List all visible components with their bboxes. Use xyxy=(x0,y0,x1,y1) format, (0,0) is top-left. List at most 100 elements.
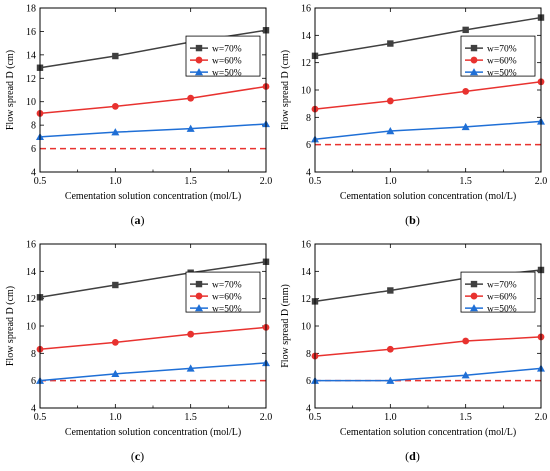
chart-b-point-1-2 xyxy=(462,87,470,95)
chart-c-xtick-label: 1.5 xyxy=(184,412,197,423)
chart-b-legend-marker-1 xyxy=(470,56,478,64)
chart-b-point-0-1 xyxy=(387,40,394,47)
chart-b-svg: Flow spread D (cm) 4 6 8 10 12 14 16 0.5 1.0 1.5 2.… xyxy=(280,4,548,203)
chart-a-ytick-label: 12 xyxy=(26,74,36,85)
chart-c-series-line-1 xyxy=(39,326,267,350)
chart-panel-c: Flow spread D (cm) 4 6 8 10 12 14 16 0.5 1.0 1.5 2.… xyxy=(0,236,275,471)
chart-c-point-1-2 xyxy=(187,330,195,338)
chart-d-ytick-label: 6 xyxy=(306,376,311,387)
chart-a-point-1-1 xyxy=(111,103,119,110)
chart-c-ytick-label: 8 xyxy=(31,349,36,360)
chart-d-legend-marker-2 xyxy=(470,304,478,312)
chart-panel-b: Flow spread D (cm) 4 6 8 10 12 14 16 0.5 1.0 1.5 2.… xyxy=(275,0,550,235)
chart-c-legend-label-2: w=50% xyxy=(212,305,242,315)
chart-d-point-2-1 xyxy=(386,376,395,384)
chart-b-point-1-1 xyxy=(386,97,394,105)
chart-c-ytick-label: 14 xyxy=(26,267,36,278)
chart-a-xtick-label: 1.5 xyxy=(184,176,197,187)
chart-a-ytick-label: 14 xyxy=(26,50,36,61)
chart-c-ylabel: Flow spread D (cm) xyxy=(5,286,16,366)
chart-a-point-0-1 xyxy=(112,52,119,60)
chart-c-point-2-1 xyxy=(111,369,120,378)
chart-b-legend-label-1: w=60% xyxy=(487,57,517,67)
chart-a-legend-label-0: w=70% xyxy=(212,45,242,55)
chart-b-ytick-label: 12 xyxy=(301,58,311,69)
chart-b-legend-label-2: w=50% xyxy=(487,69,517,79)
chart-a-ytick-label: 16 xyxy=(26,27,36,38)
chart-b-legend-label-0: w=70% xyxy=(487,45,517,55)
caption-d: (d) xyxy=(405,449,420,463)
chart-a-legend-marker-2 xyxy=(195,68,203,76)
chart-a-point-2-2 xyxy=(186,124,195,132)
chart-c-legend-marker-2 xyxy=(195,304,203,312)
chart-a-ytick-label: 4 xyxy=(31,168,36,179)
chart-d-xtick-label: 1.5 xyxy=(459,412,472,423)
chart-d-series-line-1 xyxy=(314,336,542,357)
chart-c-series-line-2 xyxy=(39,362,267,382)
chart-a-xtick-label: 2.0 xyxy=(260,176,273,187)
chart-d-xtick-label: 1.0 xyxy=(384,412,397,423)
chart-c-xtick-label: 2.0 xyxy=(260,412,273,423)
chart-d-series-line-2 xyxy=(315,367,542,382)
chart-b-ytick-label: 4 xyxy=(306,168,311,179)
chart-c-point-2-2 xyxy=(186,364,195,372)
chart-c-legend-marker-1 xyxy=(195,292,203,300)
chart-a-legend-label-1: w=60% xyxy=(212,57,242,67)
chart-d-point-2-2 xyxy=(461,371,470,379)
chart-c-legend-marker-0 xyxy=(195,280,203,288)
chart-a-legend-label-2: w=50% xyxy=(212,69,242,79)
chart-c-legend-label-0: w=70% xyxy=(212,281,242,291)
chart-b-ytick-label: 16 xyxy=(301,4,311,15)
chart-c-ytick-label: 12 xyxy=(26,294,36,305)
chart-a-xlabel: Cementation solution concentration (mol/… xyxy=(65,191,241,202)
chart-b-ytick-label: 10 xyxy=(301,86,311,97)
chart-c-xlabel: Cementation solution concentration (mol/… xyxy=(65,427,241,438)
chart-d-legend-box xyxy=(460,271,536,313)
chart-c-ytick-label: 4 xyxy=(31,404,36,415)
chart-b-ytick-label: 6 xyxy=(306,140,311,151)
chart-c-point-0-1 xyxy=(112,281,119,289)
chart-a-series-line-2 xyxy=(39,123,267,138)
chart-d-ytick-label: 10 xyxy=(301,322,311,333)
chart-d-plot-frame xyxy=(314,243,542,409)
caption-c-letter: c xyxy=(134,449,141,463)
chart-b-legend-marker-2 xyxy=(470,68,478,76)
chart-c-ytick-label: 16 xyxy=(26,240,36,251)
chart-b-plot-frame xyxy=(314,7,542,173)
chart-b-xlabel: Cementation solution concentration (mol/… xyxy=(340,191,516,202)
caption-d-letter: d xyxy=(409,449,416,463)
chart-c-xtick-label: 1.0 xyxy=(109,412,122,423)
caption-b: (b) xyxy=(405,213,420,227)
chart-b-series-line-1 xyxy=(314,81,542,110)
chart-a-xtick-label: 0.5 xyxy=(34,176,47,187)
chart-panel-a: Flow spread D (cm) 4 6 8 10 12 14 16 18 0.5 1.0 1.5… xyxy=(0,0,275,235)
chart-c-series-line-0 xyxy=(39,261,267,299)
chart-d-legend-marker-0 xyxy=(470,280,478,288)
chart-c-ytick-label: 6 xyxy=(31,376,36,387)
chart-b-xtick-label: 0.5 xyxy=(309,176,322,187)
chart-a-ytick-label: 18 xyxy=(26,4,36,15)
caption-b-letter: b xyxy=(409,213,416,227)
chart-a-point-1-2 xyxy=(187,94,195,102)
chart-d-ytick-label: 8 xyxy=(306,349,311,360)
chart-b-xtick-label: 2.0 xyxy=(535,176,548,187)
chart-a-point-2-1 xyxy=(111,128,120,136)
chart-a-ylabel: Flow spread D (cm) xyxy=(5,50,16,130)
caption-a-letter: a xyxy=(134,213,141,227)
chart-b-point-2-2 xyxy=(461,122,470,131)
chart-c-plot-frame xyxy=(39,243,267,409)
chart-a-ytick-label: 10 xyxy=(26,97,36,108)
chart-a-svg: Flow spread D (cm) 4 6 8 10 12 14 16 18 0.5 1.0 1.5… xyxy=(5,4,273,203)
chart-a-legend-marker-1 xyxy=(195,56,203,64)
chart-a-series-line-1 xyxy=(39,85,267,115)
caption-c: (c) xyxy=(130,449,145,463)
chart-d-point-0-1 xyxy=(387,287,394,294)
chart-b-legend-marker-0 xyxy=(470,44,478,52)
chart-d-legend-label-0: w=70% xyxy=(487,281,517,291)
chart-d-ylabel: Flow spread D (mm) xyxy=(280,284,291,368)
chart-d-point-1-2 xyxy=(462,337,470,345)
chart-d-point-1-1 xyxy=(386,345,394,353)
caption-a: (a) xyxy=(130,213,145,227)
chart-d-legend-marker-1 xyxy=(470,292,478,300)
chart-a-legend-marker-0 xyxy=(195,44,203,52)
